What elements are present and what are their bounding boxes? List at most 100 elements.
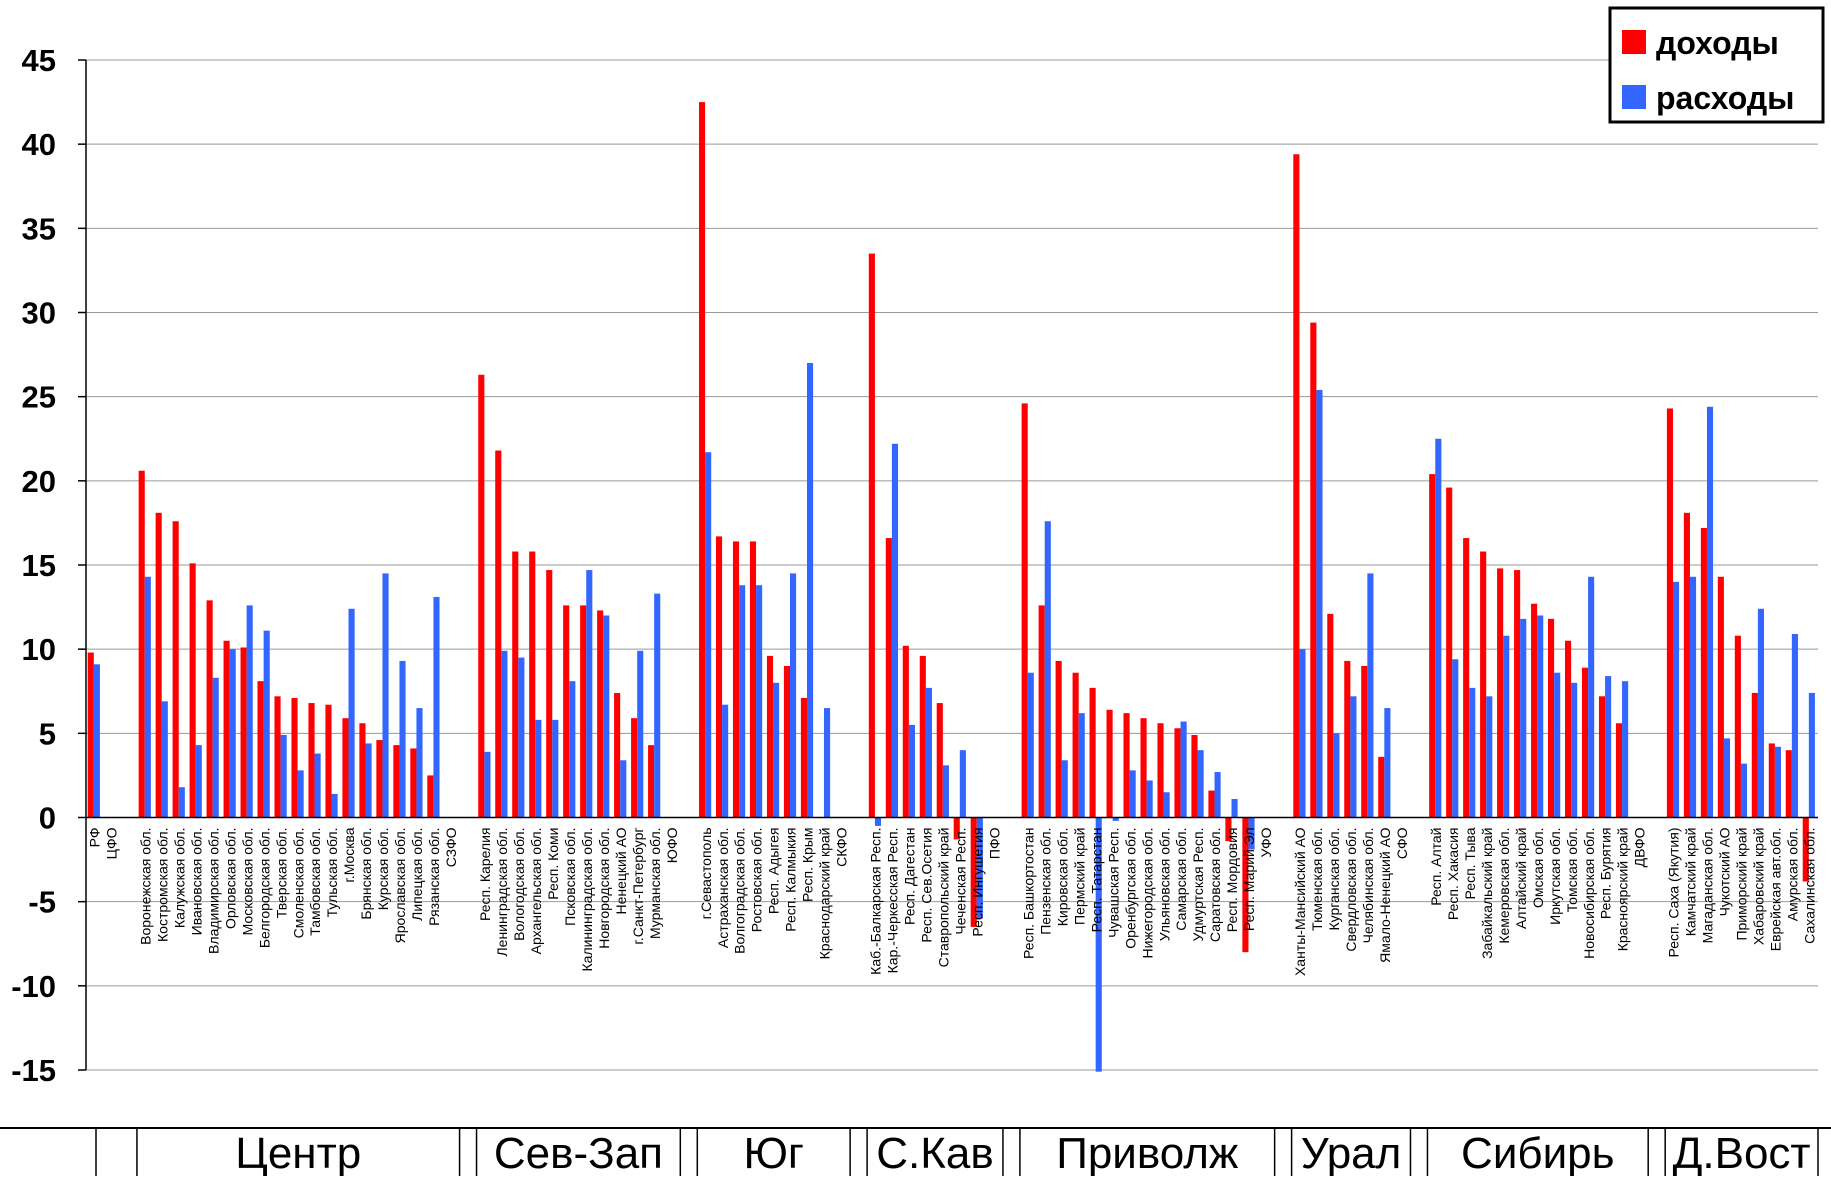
- bar-income: [1021, 403, 1028, 818]
- bar-income: [240, 647, 247, 818]
- bar-income: [1344, 660, 1351, 818]
- x-tick-label: Кар.-Черкесская Респ.: [885, 828, 901, 974]
- bar-income: [1717, 576, 1724, 818]
- bar-expense: [603, 615, 610, 818]
- x-tick-label: Самарская обл.: [1173, 828, 1189, 931]
- bar-expense: [1808, 692, 1815, 818]
- x-tick-label: Кемеровская обл.: [1496, 828, 1512, 944]
- bar-expense: [705, 452, 712, 818]
- bar-income: [206, 600, 213, 818]
- legend-label: расходы: [1656, 80, 1794, 116]
- x-tick-label: Оренбургская обл.: [1122, 828, 1138, 949]
- bar-income: [1514, 570, 1521, 818]
- bar-expense: [1571, 682, 1578, 818]
- x-tick-label: Респ. Коми: [545, 828, 561, 900]
- y-tick-label: 15: [22, 548, 56, 583]
- x-tick-label: Камчатский край: [1683, 828, 1699, 937]
- bar-expense: [1706, 406, 1714, 818]
- y-tick-label: -10: [11, 969, 56, 1004]
- bar-income: [427, 775, 434, 818]
- bar-expense: [280, 735, 287, 818]
- x-tick-label: Респ. Марий Эл: [1241, 828, 1257, 932]
- x-tick-label: г.Москва: [341, 827, 357, 882]
- bar-income: [410, 748, 417, 818]
- x-tick-label: Хабаровский край: [1751, 828, 1767, 946]
- x-tick-label: Краснодарский край: [817, 828, 833, 960]
- x-tick-label: Респ. Дагестан: [902, 828, 918, 926]
- bar-expense: [1095, 817, 1102, 1072]
- bar-income: [1497, 568, 1504, 818]
- bar-income: [1361, 666, 1368, 818]
- x-tick-label: Тверская обл.: [273, 828, 289, 919]
- y-axis-ticks: -15 -10 -5 0 5 10 15 20 25 30 35 40 45: [11, 43, 86, 1088]
- bar-expense: [1520, 618, 1527, 818]
- x-tick-label: ДВФО: [1632, 827, 1648, 867]
- district-label: Юг: [743, 1129, 804, 1176]
- bar-income: [936, 703, 943, 818]
- bar-expense: [1112, 817, 1119, 821]
- district-label: Центр: [235, 1129, 361, 1176]
- axes: [85, 60, 1818, 1070]
- bar-income: [1446, 487, 1453, 818]
- bar-expense: [1129, 770, 1136, 818]
- bar-expense: [1503, 635, 1510, 818]
- bar-expense: [1723, 738, 1731, 818]
- x-tick-label: Владимирская обл.: [205, 828, 221, 954]
- bar-expense: [1163, 792, 1170, 818]
- x-tick-label: Ленинградская обл.: [494, 828, 510, 957]
- bar-expense: [1078, 713, 1085, 818]
- bar-expense: [756, 585, 763, 818]
- x-tick-label: Воронежская обл.: [137, 828, 153, 945]
- bar-income: [1751, 692, 1758, 818]
- x-tick-label: Астраханская обл.: [715, 828, 731, 949]
- bar-income: [1564, 640, 1572, 818]
- bar-expense: [1214, 772, 1221, 818]
- x-tick-label: Респ. Карелия: [477, 828, 493, 922]
- bar-income: [1700, 527, 1707, 818]
- bar-expense: [620, 760, 627, 818]
- bar-income: [732, 541, 740, 818]
- bar-expense: [161, 701, 168, 818]
- x-tick-label: Новгородская обл.: [596, 828, 612, 949]
- x-tick-label: Курская обл.: [375, 828, 391, 911]
- x-tick-label: Калининградская обл.: [579, 828, 595, 972]
- bar-expense: [637, 650, 644, 818]
- bar-income: [1225, 817, 1232, 842]
- x-axis-labels: РФ ЦФО Воронежская обл. Костромская обл. Кал…: [86, 827, 1817, 976]
- bar-income: [1785, 750, 1792, 818]
- bar-expense: [1299, 649, 1306, 818]
- bar-expense: [1044, 521, 1051, 818]
- bar-expense: [484, 751, 491, 818]
- bar-income: [87, 652, 94, 818]
- x-tick-label: Волгоградская обл.: [732, 828, 748, 954]
- district-label: Урал: [1301, 1129, 1402, 1176]
- bar-expense: [1384, 708, 1391, 818]
- bar-income: [495, 450, 502, 818]
- bar-income: [1157, 723, 1164, 818]
- y-tick-label: 40: [22, 127, 56, 162]
- bar-expense: [1605, 676, 1612, 818]
- bar-expense: [1774, 746, 1781, 818]
- x-tick-label: Тюменская обл.: [1309, 828, 1325, 931]
- bar-expense: [93, 664, 100, 818]
- bar-income: [1463, 538, 1470, 818]
- bar-expense: [1791, 634, 1798, 818]
- bar-income: [597, 610, 604, 818]
- y-tick-label: 45: [22, 43, 56, 78]
- bar-expense: [654, 593, 661, 818]
- y-tick-label: 20: [22, 464, 56, 499]
- bar-expense: [739, 585, 746, 818]
- x-tick-label: Тульская обл.: [324, 828, 340, 918]
- x-tick-label: Респ. Башкортостан: [1020, 828, 1036, 959]
- bar-expense: [586, 570, 593, 818]
- x-tick-label: Алтайский край: [1513, 828, 1529, 930]
- x-tick-label: Забайкальский край: [1479, 828, 1495, 959]
- bar-expense: [501, 650, 508, 818]
- district-label: Сибирь: [1461, 1129, 1615, 1176]
- bar-expense: [1554, 672, 1561, 818]
- x-tick-label: Красноярский край: [1615, 828, 1631, 952]
- bar-income: [698, 102, 706, 818]
- bar-expense: [1248, 817, 1255, 850]
- bar-income: [1072, 672, 1079, 818]
